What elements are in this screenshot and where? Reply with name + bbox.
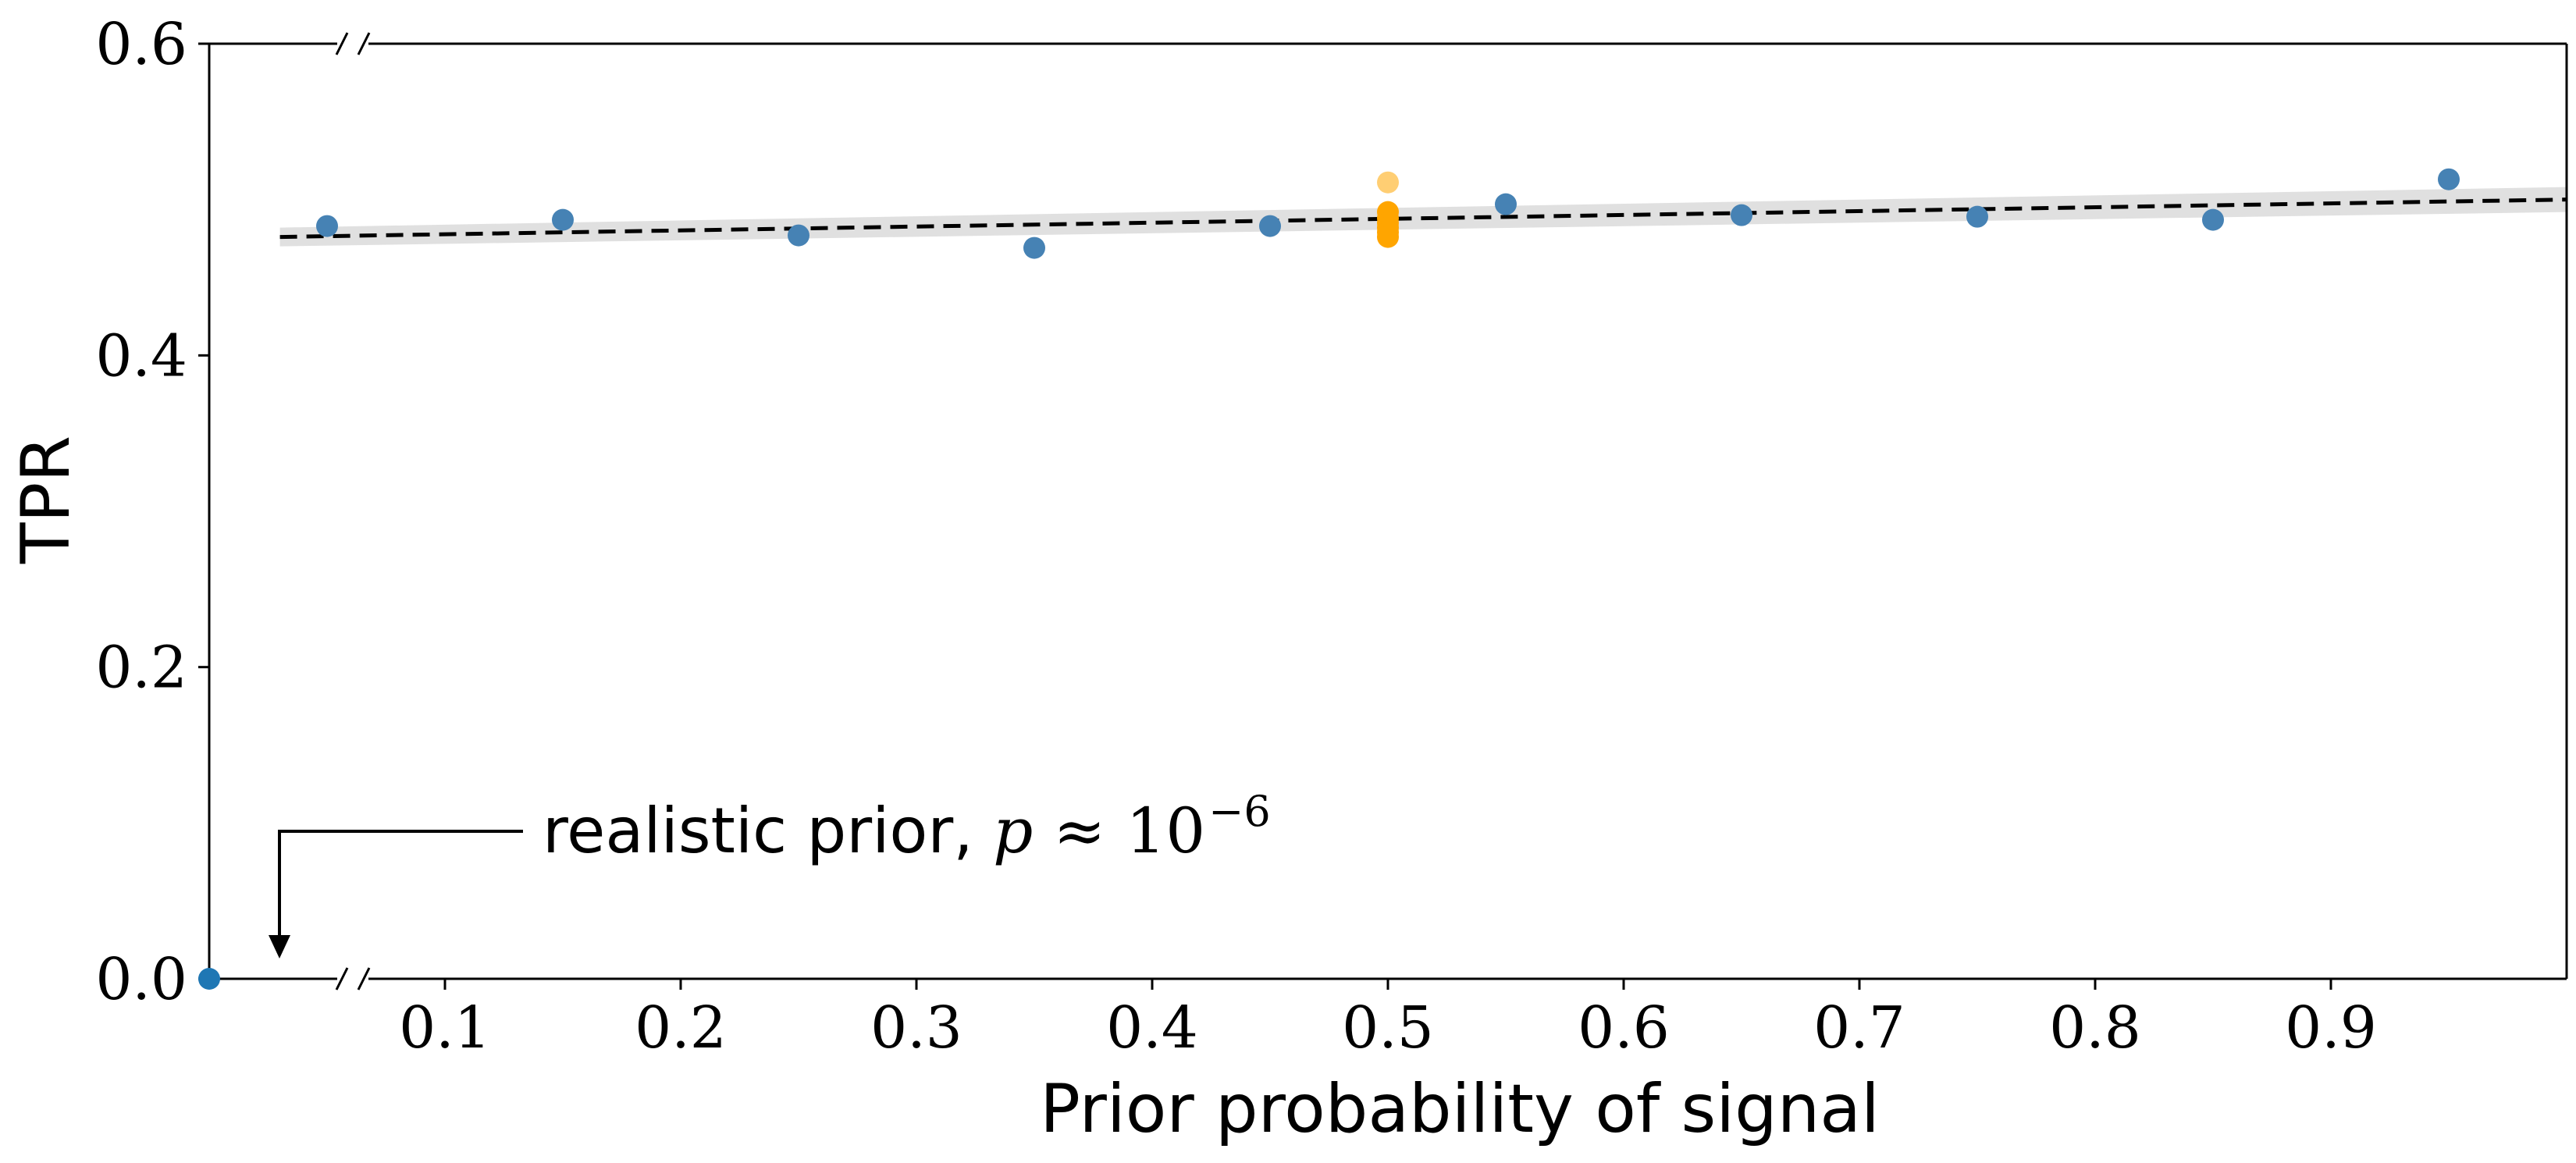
x-tick-label: 0.1 xyxy=(399,994,491,1062)
x-tick-label: 0.6 xyxy=(1578,994,1670,1062)
axis-break-mark-top-2 xyxy=(357,32,371,55)
annotation-math-rel: ≈ xyxy=(1053,795,1105,867)
svg-text:realistic prior, p: realistic prior, p ≈ 10 −6 xyxy=(543,787,1271,867)
annotation-text: realistic prior, xyxy=(543,795,993,867)
x-tick-label: 0.3 xyxy=(870,994,962,1062)
x-tick-label: 0.4 xyxy=(1106,994,1198,1062)
annotation-math-base: 10 xyxy=(1126,795,1205,867)
data-point-series-1 xyxy=(1966,205,1988,228)
x-tick-label: 0.8 xyxy=(2049,994,2141,1062)
y-tick-label: 0.0 xyxy=(95,946,187,1013)
annotation-math-exp: −6 xyxy=(1208,787,1271,836)
axis-break-mark-top-1 xyxy=(335,32,349,55)
axis-break-mark-bottom-1 xyxy=(335,967,349,991)
annotation-arrowhead xyxy=(269,935,290,958)
x-tick-label: 0.7 xyxy=(1813,994,1905,1062)
x-tick-label: 0.5 xyxy=(1342,994,1434,1062)
axes-frame xyxy=(208,32,2568,991)
y-axis-label: TPR xyxy=(7,436,85,564)
data-point-series-1 xyxy=(788,224,809,247)
x-axis-label: Prior probability of signal xyxy=(1040,1070,1880,1148)
trend-line-layer xyxy=(279,197,2567,240)
y-tick-label: 0.4 xyxy=(95,322,187,389)
data-point-series-1 xyxy=(1495,193,1517,215)
point-layer xyxy=(198,168,2460,990)
data-point-series-1 xyxy=(2438,168,2460,190)
x-tick-label: 0.2 xyxy=(635,994,727,1062)
annotation-math-var: p xyxy=(993,795,1033,867)
data-point-series-1 xyxy=(1259,215,1281,237)
annotation: realistic prior, p ≈ 10 −6 xyxy=(269,787,1271,958)
data-point-series-2 xyxy=(1377,226,1399,248)
data-point-series-1 xyxy=(1023,237,1045,259)
tick-layer: 0.1 0.2 0.3 0.4 0.5 0.6 0.7 0.8 0.9 0.0 0.2 0.4 0.6 xyxy=(95,11,2377,1062)
y-tick-label: 0.2 xyxy=(95,635,187,702)
y-tick-label: 0.6 xyxy=(95,11,187,78)
data-point-series-1 xyxy=(1731,204,1752,226)
axis-break-mark-bottom-2 xyxy=(357,967,371,991)
data-point-series-1 xyxy=(2202,208,2224,231)
data-point-series-1 xyxy=(552,208,574,231)
data-point-series-2 xyxy=(1377,171,1399,194)
annotation-arrow-line xyxy=(278,830,523,937)
data-point-series-3 xyxy=(198,968,220,990)
x-tick-label: 0.9 xyxy=(2285,994,2377,1062)
data-point-series-1 xyxy=(316,215,338,237)
trend-line xyxy=(279,197,2567,240)
